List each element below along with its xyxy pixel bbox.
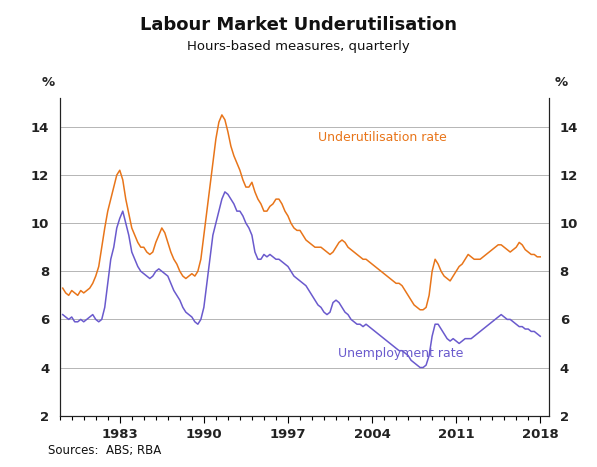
Text: Sources:  ABS; RBA: Sources: ABS; RBA bbox=[48, 444, 161, 457]
Text: %: % bbox=[554, 76, 567, 89]
Text: Underutilisation rate: Underutilisation rate bbox=[318, 131, 447, 144]
Text: Unemployment rate: Unemployment rate bbox=[338, 347, 464, 361]
Text: Hours-based measures, quarterly: Hours-based measures, quarterly bbox=[187, 40, 410, 53]
Text: Labour Market Underutilisation: Labour Market Underutilisation bbox=[140, 16, 457, 35]
Text: %: % bbox=[42, 76, 55, 89]
